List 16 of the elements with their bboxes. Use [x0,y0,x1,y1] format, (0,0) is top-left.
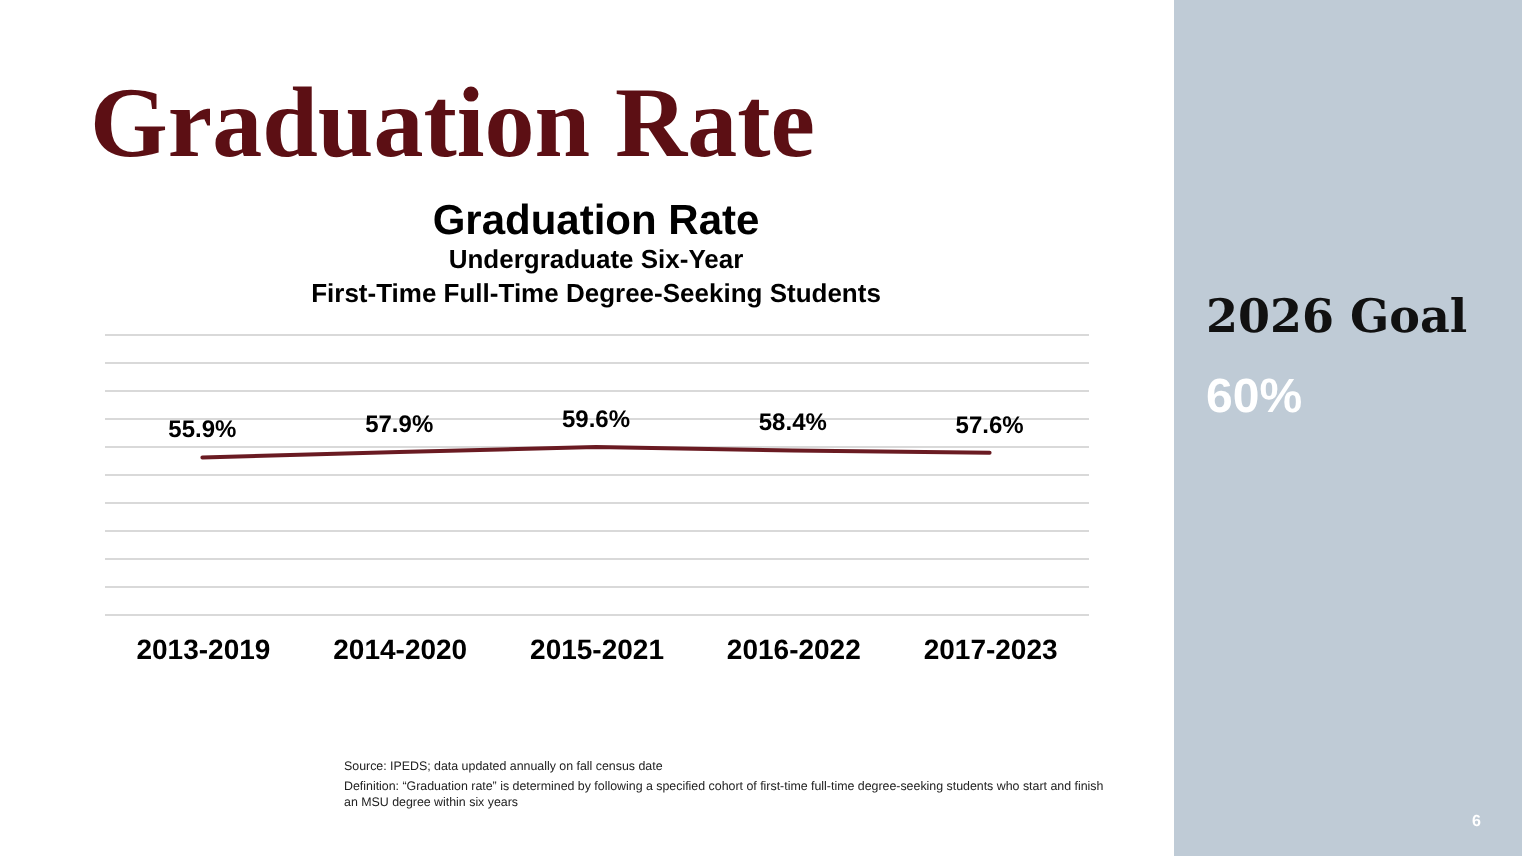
text: 60% [1206,370,1303,424]
data-label: 58.4% [758,408,828,437]
data-label: 59.6% [561,405,631,434]
x-tick-label: 2014-2020 [333,633,468,665]
chart-subtitle: Undergraduate Six-Year First-Time Full-Time Degree-Seeking Students [311,244,881,308]
x-tick-label: 2017-2023 [923,633,1058,665]
data-label: 55.9% [168,415,238,444]
x-tick-label: 2016-2022 [726,633,862,665]
text: 6 [1472,812,1482,830]
data-label: 57.6% [955,410,1025,439]
text: Graduation Rate [90,66,815,178]
chart-title: Graduation Rate [432,198,760,244]
text: 2026 Goal [1206,290,1468,344]
x-tick-label: 2013-2019 [136,633,271,665]
x-tick-label: 2015-2021 [530,633,665,665]
data-label: 57.9% [365,409,434,438]
